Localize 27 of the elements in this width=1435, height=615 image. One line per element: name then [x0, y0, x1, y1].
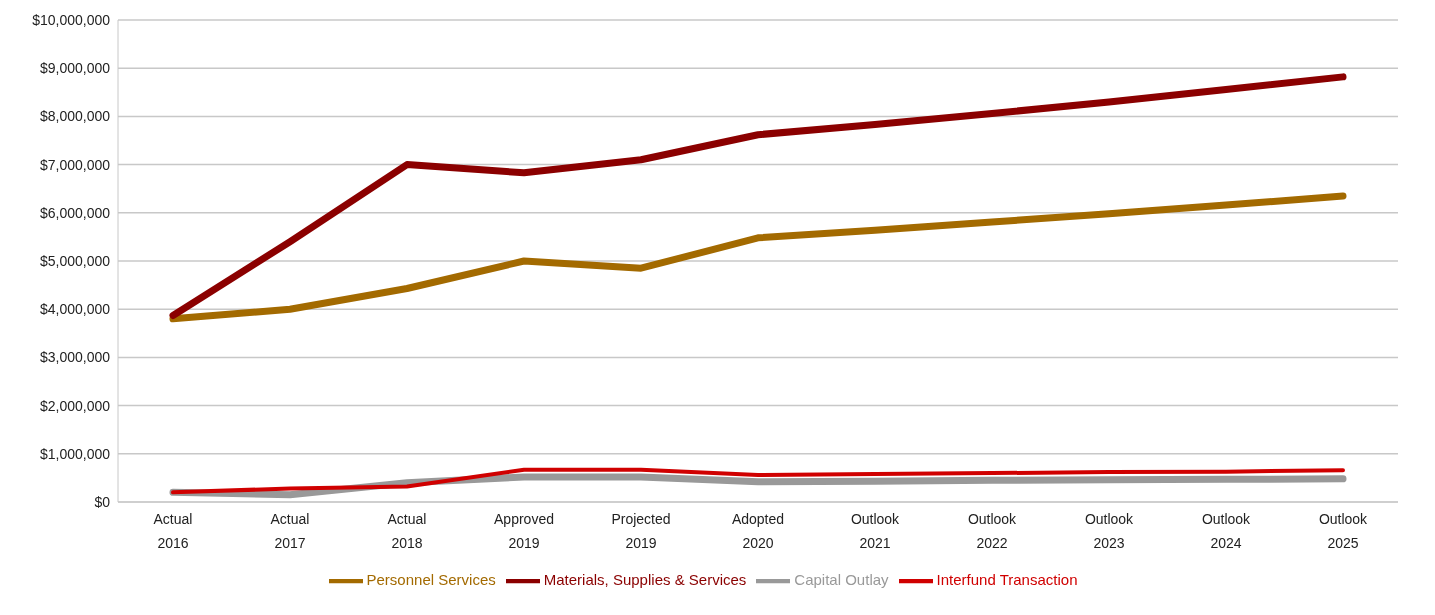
- y-tick-label: $5,000,000: [39, 252, 111, 269]
- x-tick-label: Projected 2019: [611, 511, 671, 551]
- x-tick-label: Outlook 2023: [1084, 511, 1135, 551]
- y-tick-label: $2,000,000: [39, 397, 111, 414]
- y-tick-label: $1,000,000: [39, 445, 111, 462]
- y-tick-label: $9,000,000: [39, 60, 111, 77]
- x-tick-label: Outlook 2021: [850, 511, 901, 551]
- y-tick-label: $3,000,000: [39, 349, 111, 366]
- x-tick-label: Actual 2018: [387, 511, 427, 551]
- x-tick-label: Adopted 2020: [731, 511, 785, 551]
- x-tick-label: Actual 2017: [270, 511, 310, 551]
- x-tick-label: Outlook 2024: [1201, 511, 1252, 551]
- y-tick-label: $7,000,000: [39, 156, 111, 173]
- y-tick-label: $0: [94, 493, 111, 510]
- y-tick-label: $10,000,000: [32, 11, 111, 28]
- legend-label: Personnel Services: [366, 570, 496, 588]
- y-tick-label: $4,000,000: [39, 301, 111, 318]
- y-tick-label: $6,000,000: [39, 204, 111, 221]
- x-tick-label: Actual 2016: [153, 511, 193, 551]
- x-tick-label: Approved 2019: [494, 511, 554, 551]
- legend-label: Capital Outlay: [794, 570, 889, 588]
- line-series: [171, 467, 1345, 495]
- x-tick-label: Outlook 2022: [967, 511, 1018, 551]
- y-tick-label: $8,000,000: [39, 108, 111, 125]
- x-tick-label: Outlook 2025: [1318, 511, 1369, 551]
- legend-label: Interfund Transaction: [936, 570, 1078, 588]
- legend-label: Materials, Supplies & Services: [543, 570, 747, 588]
